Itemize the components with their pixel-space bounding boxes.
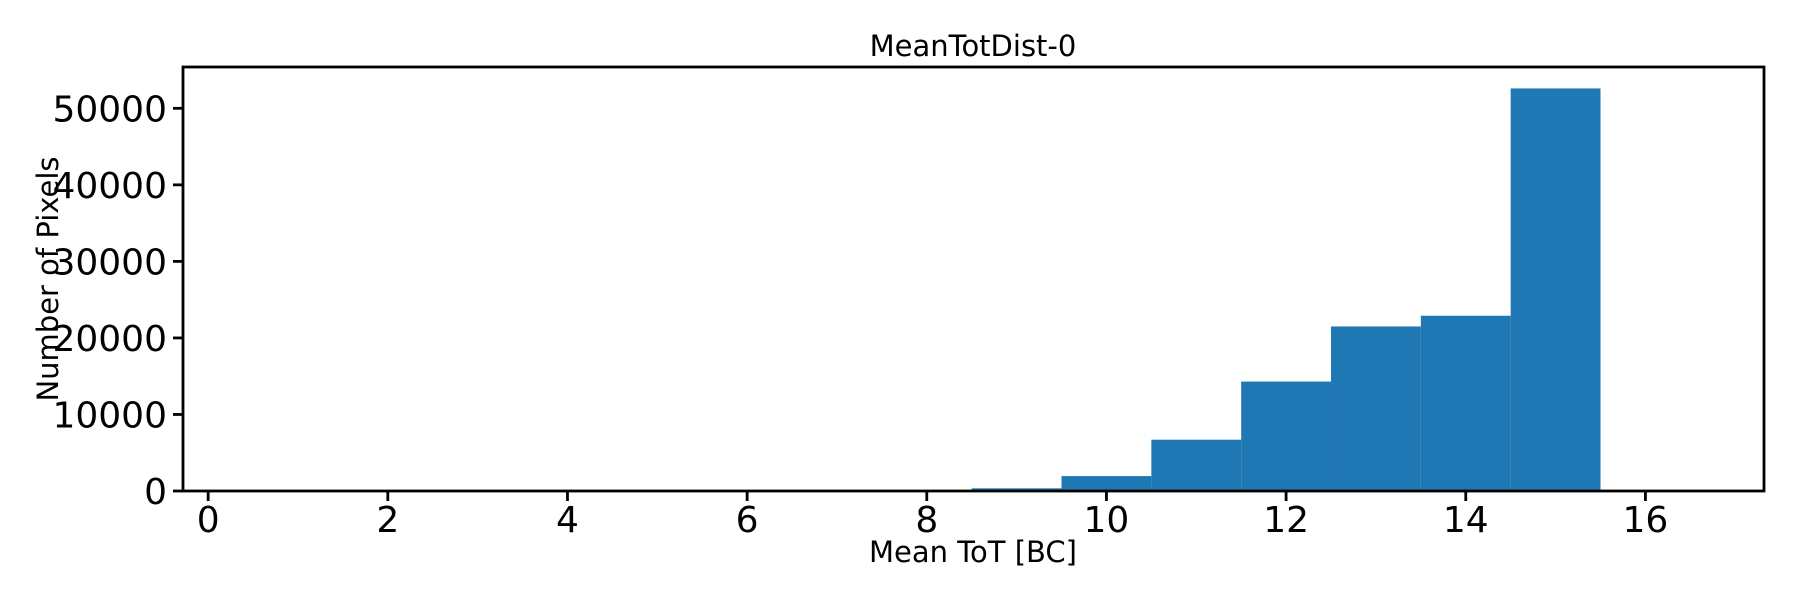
histogram-bar — [1420, 315, 1511, 491]
y-axis-label: Number of Pixels — [31, 156, 65, 401]
y-tick-label: 50000 — [52, 89, 167, 130]
x-tick-label: 4 — [556, 500, 579, 541]
x-tick-label: 10 — [1084, 500, 1130, 541]
x-tick-label: 2 — [376, 500, 399, 541]
x-axis-ticks: 0 2 4 6 8 10 12 14 16 — [197, 491, 1669, 541]
histogram-bar — [1241, 381, 1332, 491]
y-tick-label: 30000 — [52, 242, 167, 283]
y-axis-ticks: 0 10000 20000 30000 40000 50000 — [52, 89, 183, 513]
histogram-bar — [1061, 476, 1152, 491]
y-tick-label: 10000 — [52, 395, 167, 436]
y-tick-label: 20000 — [52, 319, 167, 360]
x-tick-label: 6 — [736, 500, 759, 541]
histogram-bar — [1510, 88, 1601, 492]
y-tick-label: 0 — [144, 472, 167, 513]
x-tick-label: 12 — [1263, 500, 1309, 541]
x-tick-label: 14 — [1443, 500, 1489, 541]
x-axis-label: Mean ToT [BC] — [869, 535, 1077, 569]
chart-title: MeanTotDist-0 — [870, 29, 1077, 63]
x-tick-label: 8 — [915, 500, 938, 541]
histogram-bar — [1151, 439, 1242, 491]
histogram-bar — [1331, 326, 1421, 491]
plot-border — [181, 65, 1766, 493]
histogram-bars — [971, 88, 1601, 492]
x-tick-label: 0 — [197, 500, 220, 541]
y-tick-label: 40000 — [52, 166, 167, 207]
x-tick-label: 16 — [1623, 500, 1669, 541]
